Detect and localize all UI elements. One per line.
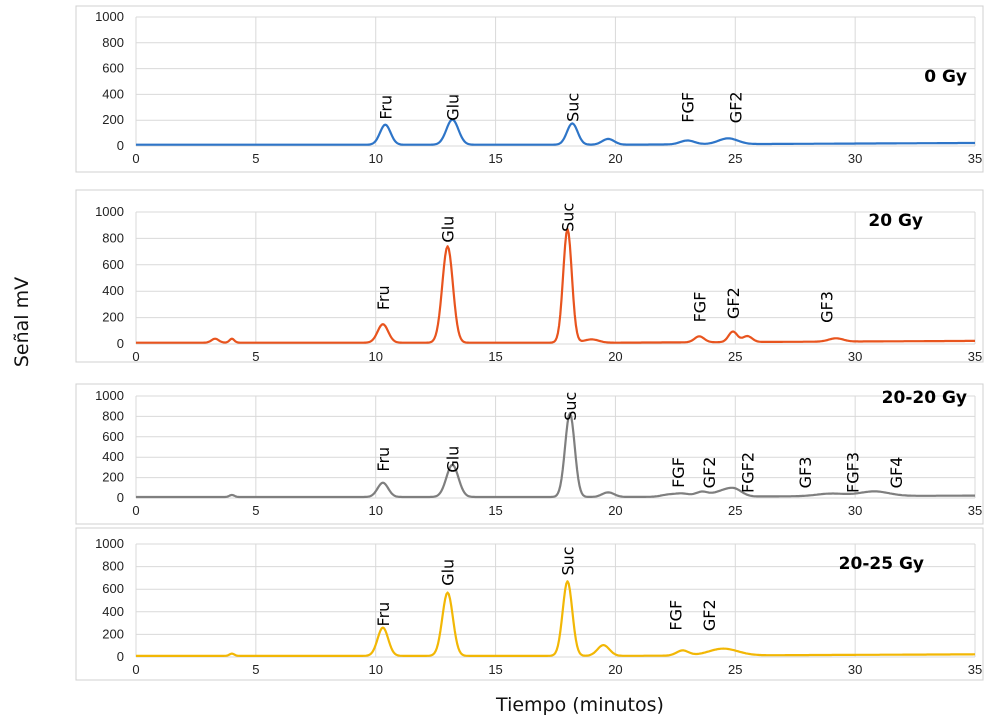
signal-trace bbox=[136, 412, 975, 499]
chart-panel-1: 0 200 400 600 800 1000 0 5 10 15 20 25 30 35 Fru Glu Suc… bbox=[75, 5, 984, 173]
y-tick-label: 1000 bbox=[95, 204, 124, 219]
x-tick-label: 0 bbox=[132, 662, 139, 677]
x-tick-label: 20 bbox=[608, 349, 622, 364]
x-tick-label: 25 bbox=[728, 349, 742, 364]
peak-label: Fru bbox=[376, 95, 395, 120]
panel-frame bbox=[75, 383, 984, 525]
x-tick-label: 10 bbox=[368, 151, 382, 166]
y-tick-label: 0 bbox=[117, 490, 124, 505]
y-tick-label: 400 bbox=[102, 86, 124, 101]
x-tick-label: 15 bbox=[488, 349, 502, 364]
x-tick-label: 25 bbox=[728, 151, 742, 166]
y-tick-label: 800 bbox=[102, 35, 124, 50]
peak-label: FGF bbox=[669, 457, 688, 488]
x-tick-label: 10 bbox=[368, 503, 382, 518]
dose-title: 20-20 Gy bbox=[882, 388, 967, 408]
y-tick-label: 200 bbox=[102, 470, 124, 485]
x-tick-label: 15 bbox=[488, 503, 502, 518]
x-tick-label: 30 bbox=[848, 349, 862, 364]
y-tick-label: 600 bbox=[102, 61, 124, 76]
peak-label: Glu bbox=[443, 94, 462, 121]
y-tick-label: 400 bbox=[102, 283, 124, 298]
dose-title: 20 Gy bbox=[868, 211, 923, 231]
y-tick-label: 0 bbox=[117, 138, 124, 153]
peak-label: GF2 bbox=[700, 457, 719, 489]
dose-title: 0 Gy bbox=[924, 67, 967, 87]
peak-label: Suc bbox=[563, 93, 582, 122]
y-tick-label: 400 bbox=[102, 604, 124, 619]
peak-label: Glu bbox=[439, 559, 458, 586]
x-tick-label: 10 bbox=[368, 662, 382, 677]
x-tick-label: 15 bbox=[488, 662, 502, 677]
y-axis-title: Señal mV bbox=[11, 277, 33, 367]
y-tick-label: 0 bbox=[117, 336, 124, 351]
peak-label: GF3 bbox=[817, 291, 836, 323]
peak-label: FGF bbox=[678, 92, 697, 123]
y-tick-label: 1000 bbox=[95, 9, 124, 24]
dose-title: 20-25 Gy bbox=[839, 554, 924, 574]
x-tick-label: 20 bbox=[608, 503, 622, 518]
x-tick-label: 25 bbox=[728, 662, 742, 677]
peak-label: GF4 bbox=[887, 457, 906, 489]
peak-label: FGF bbox=[690, 292, 709, 323]
y-tick-label: 1000 bbox=[95, 536, 124, 551]
x-tick-label: 5 bbox=[252, 503, 259, 518]
peak-label: Suc bbox=[561, 392, 580, 421]
peak-label: GF2 bbox=[724, 287, 743, 319]
x-tick-label: 25 bbox=[728, 503, 742, 518]
y-tick-label: 800 bbox=[102, 559, 124, 574]
y-tick-label: 600 bbox=[102, 581, 124, 596]
x-tick-label: 35 bbox=[968, 151, 982, 166]
signal-trace bbox=[136, 118, 975, 146]
peak-label: Suc bbox=[559, 546, 578, 575]
x-tick-label: 15 bbox=[488, 151, 502, 166]
chart-panel-4: 0 200 400 600 800 1000 0 5 10 15 20 25 30 35 Fru Glu Suc… bbox=[75, 527, 984, 681]
y-tick-label: 600 bbox=[102, 429, 124, 444]
peak-label: Fru bbox=[374, 285, 393, 310]
chart-panel-3: 0 200 400 600 800 1000 0 5 10 15 20 25 30 35 Fru Glu Suc… bbox=[75, 383, 984, 525]
signal-trace bbox=[136, 228, 975, 344]
y-tick-label: 0 bbox=[117, 649, 124, 664]
peak-label: FGF3 bbox=[844, 452, 863, 493]
panel-frame bbox=[75, 189, 984, 363]
x-tick-label: 10 bbox=[368, 349, 382, 364]
y-tick-label: 800 bbox=[102, 230, 124, 245]
x-tick-label: 0 bbox=[132, 349, 139, 364]
y-tick-label: 600 bbox=[102, 257, 124, 272]
x-tick-label: 20 bbox=[608, 151, 622, 166]
x-tick-label: 0 bbox=[132, 503, 139, 518]
peak-label: FGF2 bbox=[738, 452, 757, 493]
x-tick-label: 20 bbox=[608, 662, 622, 677]
y-tick-label: 800 bbox=[102, 408, 124, 423]
peak-label: GF2 bbox=[700, 599, 719, 631]
x-tick-label: 0 bbox=[132, 151, 139, 166]
x-tick-label: 5 bbox=[252, 151, 259, 166]
y-tick-label: 400 bbox=[102, 449, 124, 464]
peak-label: Glu bbox=[443, 446, 462, 473]
x-tick-label: 30 bbox=[848, 151, 862, 166]
y-tick-label: 1000 bbox=[95, 388, 124, 403]
panel-frame bbox=[75, 5, 984, 173]
y-tick-label: 200 bbox=[102, 310, 124, 325]
peak-label: FGF bbox=[666, 600, 685, 631]
x-tick-label: 5 bbox=[252, 662, 259, 677]
peak-label: Glu bbox=[439, 216, 458, 243]
chart-panel-2: 0 200 400 600 800 1000 0 5 10 15 20 25 30 35 Fru Glu Suc… bbox=[75, 189, 984, 364]
x-tick-label: 35 bbox=[968, 349, 982, 364]
y-tick-label: 200 bbox=[102, 112, 124, 127]
x-tick-label: 5 bbox=[252, 349, 259, 364]
signal-trace bbox=[136, 580, 975, 658]
x-tick-label: 35 bbox=[968, 662, 982, 677]
peak-label: Fru bbox=[374, 447, 393, 472]
peak-label: GF3 bbox=[796, 457, 815, 489]
peak-label: Suc bbox=[559, 203, 578, 232]
y-tick-label: 200 bbox=[102, 626, 124, 641]
peak-label: Fru bbox=[374, 602, 393, 627]
peak-label: GF2 bbox=[726, 91, 745, 123]
x-tick-label: 30 bbox=[848, 662, 862, 677]
x-tick-label: 35 bbox=[968, 503, 982, 518]
x-tick-label: 30 bbox=[848, 503, 862, 518]
x-axis-title: Tiempo (minutos) bbox=[495, 694, 664, 716]
